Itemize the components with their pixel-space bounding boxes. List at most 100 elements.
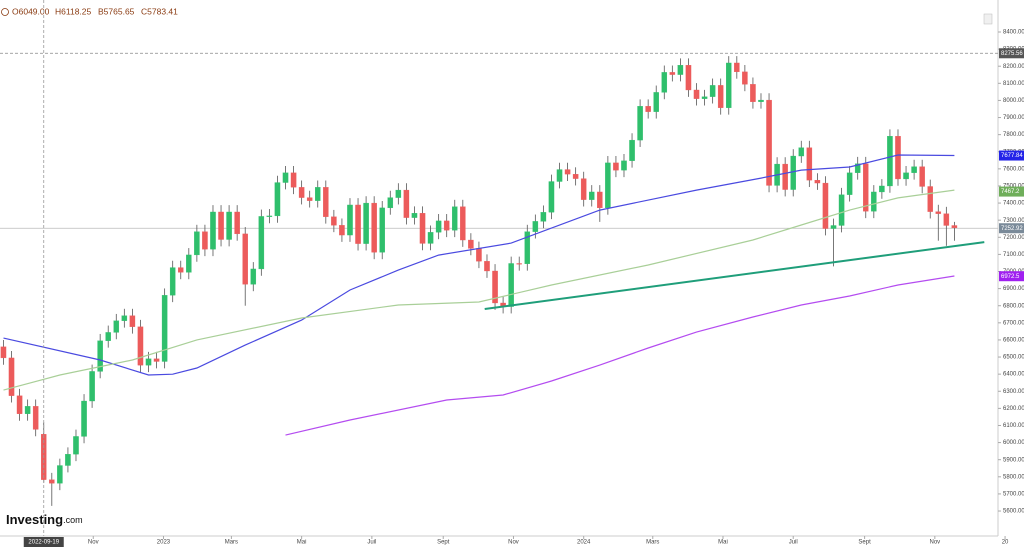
y-tick-label: 5700.00 — [1003, 491, 1024, 497]
y-tick-label: 6900.00 — [1003, 286, 1024, 292]
candle-body — [194, 231, 200, 256]
candle-body — [693, 89, 700, 99]
candle-body — [355, 204, 361, 244]
y-tick-label: 6100.00 — [1003, 423, 1024, 429]
candle-body — [556, 169, 563, 182]
price-tag-label: 6972.5 — [1001, 274, 1020, 280]
x-tick-label: Nov — [929, 540, 940, 546]
plot — [0, 52, 998, 506]
candle-body — [919, 166, 925, 187]
line-series — [3, 189, 955, 391]
y-tick-label: 7500.00 — [1003, 184, 1024, 190]
x-tick-label: Mars — [646, 540, 659, 546]
candle-body — [298, 187, 305, 198]
candle-body — [323, 187, 329, 217]
candle-body — [548, 181, 555, 213]
y-tick-label: 6500.00 — [1003, 355, 1024, 361]
candle-body — [935, 211, 942, 214]
candle-body — [645, 106, 651, 112]
candle-body — [427, 232, 434, 244]
candle-body — [580, 178, 587, 200]
candle-body — [266, 215, 273, 217]
candle-body — [871, 191, 877, 212]
candle-body — [814, 179, 821, 184]
candle-body — [177, 267, 184, 273]
x-tick-label: Sept — [437, 540, 450, 546]
candle-body — [911, 166, 917, 173]
y-tick-label: 6000.00 — [1003, 440, 1024, 446]
y-tick-label: 8400.00 — [1003, 30, 1024, 36]
y-tick-label: 7400.00 — [1003, 201, 1024, 207]
candle-body — [452, 206, 458, 231]
candle-body — [379, 207, 385, 253]
candle-body — [951, 225, 958, 229]
y-tick-label: 8100.00 — [1003, 81, 1024, 87]
candle-body — [782, 163, 788, 190]
x-tick-label: Nov — [508, 540, 519, 546]
candle-body — [210, 211, 216, 250]
candle-body — [903, 172, 909, 180]
ohlc-high: H6118.25 — [55, 6, 92, 16]
y-tick-label: 7600.00 — [1003, 166, 1024, 172]
price-tag-label: 8275.56 — [1001, 51, 1023, 57]
candle-body — [516, 263, 522, 265]
y-tick-label: 6800.00 — [1003, 303, 1024, 309]
y-tick-label: 7900.00 — [1003, 115, 1024, 121]
y-tick-label: 6300.00 — [1003, 389, 1024, 395]
candle-body — [403, 189, 410, 218]
ohlc-low: B5765.65 — [98, 6, 135, 16]
candle-body — [677, 65, 684, 75]
candle-body — [443, 220, 450, 231]
candle-body — [597, 191, 603, 209]
candle-body — [89, 371, 95, 402]
candle-body — [854, 163, 861, 173]
y-tick-label: 7300.00 — [1003, 218, 1024, 224]
y-tick-label: 7800.00 — [1003, 132, 1024, 138]
candle-body — [838, 194, 845, 226]
candle-body — [717, 85, 724, 108]
candle-body — [242, 233, 248, 285]
crosshair-box — [23, 537, 64, 547]
x-tick-label: Mai — [297, 540, 307, 546]
candle-body — [564, 169, 571, 175]
candle-body — [484, 261, 490, 272]
candle-body — [572, 174, 579, 179]
candle-body — [750, 84, 756, 102]
candle-body — [49, 479, 55, 484]
candle-body — [927, 186, 933, 212]
candle-body — [726, 62, 732, 108]
candle-body — [202, 231, 208, 250]
candle-body — [315, 187, 321, 201]
candle-body — [758, 99, 764, 102]
price-tag — [999, 186, 1024, 197]
candle-body — [532, 221, 539, 232]
y-tick-label: 5800.00 — [1003, 474, 1024, 480]
legend-icon — [1, 8, 9, 16]
price-tag — [999, 150, 1024, 161]
crosshair-label: 2022-09-19 — [28, 540, 59, 546]
candle-body — [830, 225, 837, 229]
candle-body — [669, 72, 676, 75]
candle-body — [73, 436, 79, 455]
y-tick-label: 7200.00 — [1003, 235, 1024, 241]
candle-body — [822, 182, 829, 229]
y-tick-label: 8200.00 — [1003, 64, 1024, 70]
candle-body — [605, 162, 611, 209]
candle-body — [701, 96, 708, 99]
candle-body — [65, 454, 71, 466]
price-tag — [999, 48, 1024, 59]
candle-body — [476, 248, 482, 262]
line-series — [285, 275, 955, 436]
candle-body — [887, 136, 893, 187]
candle-body — [32, 406, 39, 430]
candle-body — [218, 211, 224, 240]
candle-body — [766, 99, 772, 186]
candle-body — [306, 197, 313, 201]
candle-body — [492, 270, 498, 304]
brand-name: Investing — [6, 512, 63, 527]
line-series — [484, 241, 985, 310]
candle-body — [435, 220, 442, 233]
info-icon[interactable] — [983, 13, 993, 25]
candle-body — [0, 346, 7, 359]
candle-body — [16, 395, 23, 414]
